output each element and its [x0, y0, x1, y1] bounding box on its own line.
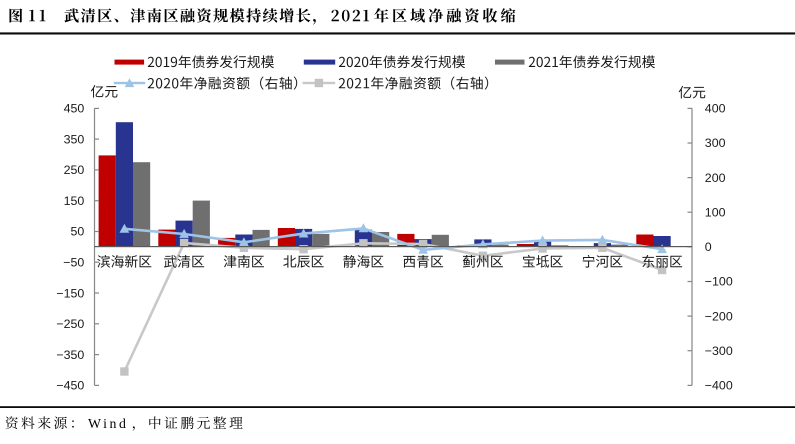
svg-text:150: 150	[64, 194, 85, 208]
svg-text:−50: −50	[63, 256, 84, 270]
svg-text:−100: −100	[705, 275, 733, 289]
svg-text:−200: −200	[705, 309, 733, 323]
svg-text:−400: −400	[705, 379, 733, 393]
svg-text:200: 200	[705, 171, 726, 185]
svg-text:250: 250	[64, 163, 85, 177]
svg-text:0: 0	[705, 240, 712, 254]
svg-text:400: 400	[705, 102, 726, 116]
svg-text:−450: −450	[56, 379, 84, 393]
svg-text:350: 350	[64, 132, 85, 146]
svg-text:50: 50	[71, 225, 85, 239]
svg-text:100: 100	[705, 206, 726, 220]
svg-text:Wind: Wind	[88, 416, 129, 431]
svg-text:300: 300	[705, 136, 726, 150]
svg-text:−350: −350	[56, 348, 84, 362]
svg-text:−300: −300	[705, 344, 733, 358]
svg-text:450: 450	[64, 102, 85, 116]
svg-text:−250: −250	[56, 317, 84, 331]
svg-text:−150: −150	[56, 286, 84, 300]
